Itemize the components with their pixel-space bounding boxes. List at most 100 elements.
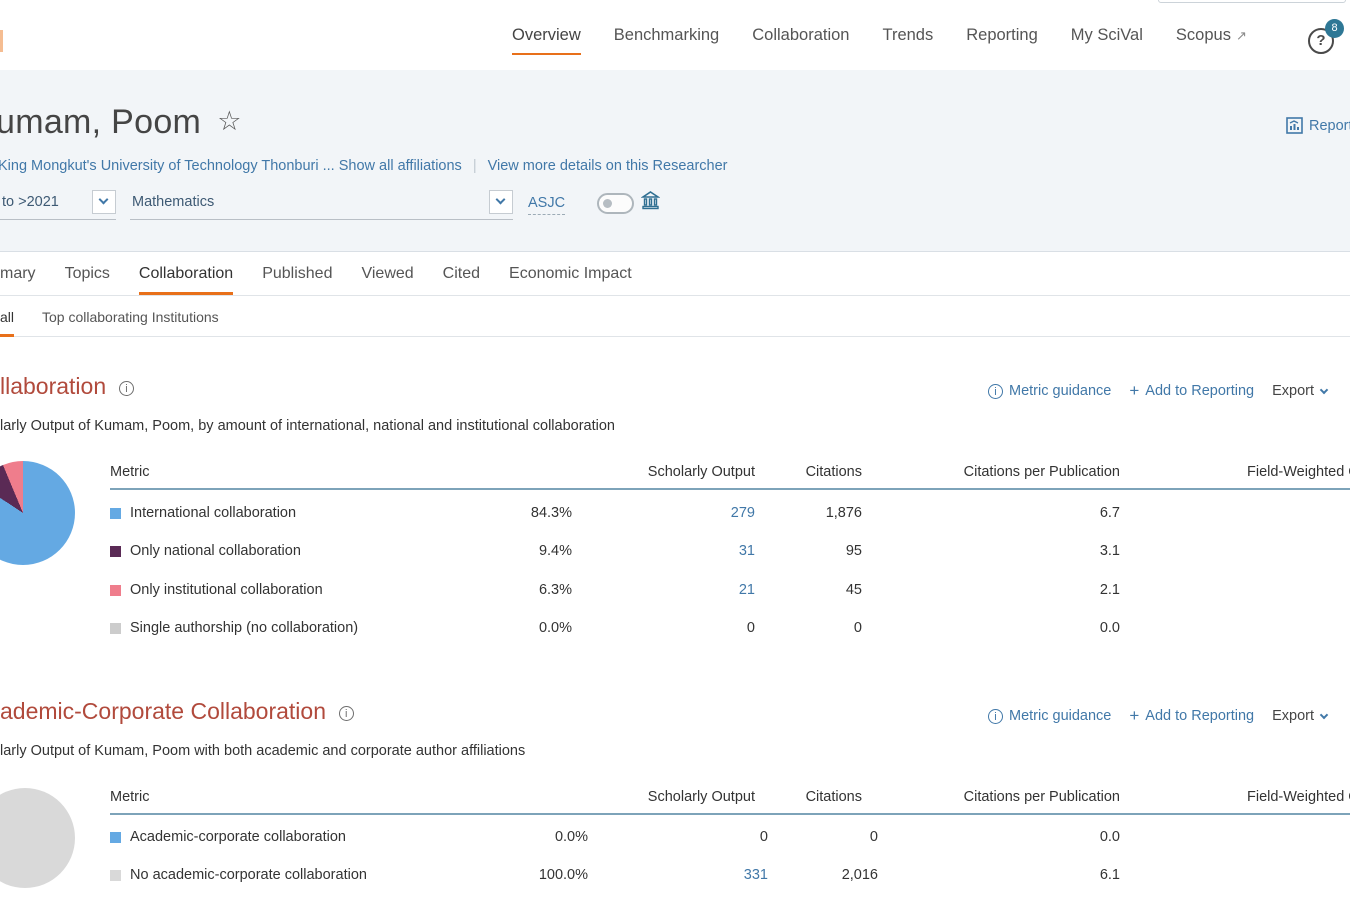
asjc-link[interactable]: ASJC: [528, 195, 566, 215]
tab-viewed[interactable]: Viewed: [361, 264, 414, 282]
col-citations: Citations: [805, 464, 862, 480]
subject-area-select[interactable]: Mathematics: [130, 190, 513, 220]
metric-label: International collaboration: [130, 505, 297, 521]
favorite-star-icon[interactable]: ☆: [217, 106, 242, 136]
scholarly-output-link[interactable]: 21: [738, 582, 755, 598]
tab-published[interactable]: Published: [262, 264, 333, 282]
nav-collaboration[interactable]: Collaboration: [752, 25, 850, 44]
plus-icon: +: [1129, 381, 1140, 400]
cpp-value: 2.1: [1099, 582, 1120, 598]
citations-value: 45: [845, 582, 862, 598]
collaboration-title-text: llaboration: [0, 373, 107, 399]
col-citations: Citations: [805, 789, 862, 805]
export-label: Export: [1272, 708, 1315, 724]
section-tabs: mary Topics Collaboration Published View…: [0, 252, 1350, 296]
info-icon: i: [988, 708, 1003, 724]
tab-collaboration[interactable]: Collaboration: [138, 252, 234, 295]
legend-swatch: [110, 507, 121, 519]
researcher-name: umam, Poom ☆: [0, 103, 242, 142]
help-notification-badge: 8: [1325, 19, 1344, 38]
subject-dropdown-button[interactable]: [489, 190, 513, 214]
add-to-reporting-button[interactable]: + Add to Reporting: [1129, 381, 1254, 401]
nav-overview[interactable]: Overview: [512, 25, 581, 55]
export-dropdown[interactable]: Export: [1272, 708, 1329, 724]
pct-value: 6.3%: [538, 582, 572, 598]
add-to-reporting-label: Add to Reporting: [1145, 708, 1255, 724]
table-header-rule: [110, 813, 1350, 815]
plus-icon: +: [1129, 706, 1140, 725]
subtab-top-collaborating-institutions[interactable]: Top collaborating Institutions: [42, 309, 219, 325]
pct-value: 0.0%: [554, 829, 588, 845]
year-range-value: to >2021: [2, 194, 59, 210]
tab-summary[interactable]: mary: [0, 264, 36, 282]
col-metric: Metric: [110, 464, 150, 480]
metric-guidance-link[interactable]: i Metric guidance: [988, 708, 1111, 724]
export-label: Export: [1272, 383, 1315, 399]
nav-scopus-label: Scopus: [1175, 25, 1231, 44]
nav-menu: Overview Benchmarking Collaboration Tren…: [512, 0, 1247, 70]
col-citations-per-publication: Citations per Publication: [963, 464, 1120, 480]
nav-scopus[interactable]: Scopus ↗: [1176, 26, 1247, 45]
year-range-select[interactable]: to >2021: [0, 190, 116, 220]
table-row: International collaboration 84.3% 279 1,…: [110, 505, 1350, 521]
metric-guidance-link[interactable]: i Metric guidance: [988, 383, 1111, 399]
table-row: Only institutional collaboration 6.3% 21…: [110, 582, 1350, 598]
info-icon: i: [988, 383, 1003, 399]
nav-trends[interactable]: Trends: [882, 25, 934, 44]
subtab-overall[interactable]: all: [0, 297, 15, 337]
chevron-down-icon: [1319, 710, 1329, 719]
help-button[interactable]: ? 8: [1308, 19, 1344, 54]
help-icon: ?: [1308, 28, 1334, 54]
chevron-down-icon: [495, 194, 506, 205]
scholarly-output-link[interactable]: 331: [743, 867, 768, 883]
institution-icon[interactable]: [640, 191, 661, 215]
external-link-icon: ↗: [1235, 27, 1247, 43]
metric-label: No academic-corporate collaboration: [130, 867, 367, 883]
academic-corporate-section-title: ademic-Corporate Collaboration i: [0, 698, 354, 725]
export-dropdown[interactable]: Export: [1272, 383, 1329, 399]
cpp-value: 0.0: [1099, 829, 1120, 845]
nav-my-scival[interactable]: My SciVal: [1070, 25, 1143, 44]
cpp-value: 0.0: [1099, 620, 1120, 636]
scholarly-output-value: 0: [746, 620, 755, 636]
add-to-reporting-button[interactable]: + Add to Reporting: [1129, 706, 1254, 726]
year-range-dropdown-button[interactable]: [92, 190, 116, 214]
report-label: Report: [1309, 117, 1350, 134]
info-icon[interactable]: i: [338, 706, 354, 721]
asjc-toggle[interactable]: [597, 193, 634, 214]
col-citations-per-publication: Citations per Publication: [963, 789, 1120, 805]
cpp-value: 3.1: [1099, 543, 1120, 559]
report-chart-icon: [1286, 117, 1303, 134]
pct-value: 84.3%: [530, 505, 572, 521]
search-box-clipped[interactable]: [1158, 0, 1346, 3]
academic-corporate-subtitle: larly Output of Kumam, Poom with both ac…: [0, 743, 526, 759]
citations-value: 1,876: [825, 505, 862, 521]
legend-swatch: [110, 869, 121, 881]
tab-cited[interactable]: Cited: [442, 264, 481, 282]
view-more-details-link[interactable]: View more details on this Researcher: [487, 158, 728, 174]
cpp-value: 6.1: [1099, 867, 1120, 883]
cpp-value: 6.7: [1099, 505, 1120, 521]
table-header-rule: [110, 488, 1350, 490]
citations-value: 95: [845, 543, 862, 559]
affiliation-link[interactable]: King Mongkut's University of Technology …: [0, 158, 335, 174]
citations-value: 0: [869, 829, 878, 845]
scholarly-output-link[interactable]: 279: [730, 505, 755, 521]
legend-swatch: [110, 831, 121, 843]
table-row: Academic-corporate collaboration 0.0% 0 …: [110, 829, 1350, 845]
report-button[interactable]: Report: [1286, 117, 1350, 134]
info-icon[interactable]: i: [118, 381, 134, 396]
tab-topics[interactable]: Topics: [64, 264, 110, 282]
legend-swatch: [110, 545, 121, 557]
add-to-reporting-label: Add to Reporting: [1145, 383, 1255, 399]
nav-benchmarking[interactable]: Benchmarking: [613, 25, 720, 44]
citations-value: 0: [853, 620, 862, 636]
scholarly-output-link[interactable]: 31: [738, 543, 755, 559]
show-all-affiliations-link[interactable]: Show all affiliations: [338, 158, 462, 174]
pct-value: 9.4%: [538, 543, 572, 559]
researcher-name-text: umam, Poom: [0, 103, 202, 141]
tab-economic-impact[interactable]: Economic Impact: [509, 264, 632, 282]
scholarly-output-value: 0: [759, 829, 768, 845]
toggle-knob: [603, 199, 612, 208]
nav-reporting[interactable]: Reporting: [966, 25, 1038, 44]
